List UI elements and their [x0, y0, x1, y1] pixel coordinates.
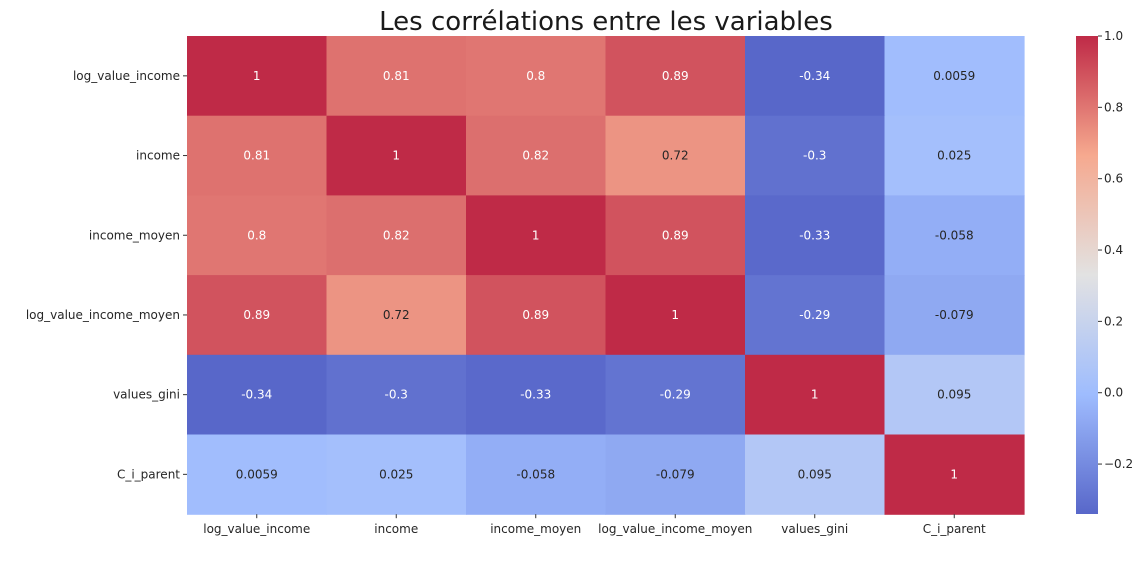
heatmap-cell: [187, 36, 328, 117]
cell-value-label: -0.058: [516, 467, 555, 481]
column-label: income: [374, 522, 418, 536]
heatmap-cell: [605, 36, 746, 117]
cell-value-label: -0.3: [385, 388, 408, 402]
heatmap-cell: [187, 195, 328, 276]
heatmap-cell: [745, 354, 886, 436]
heatmap-cell: [884, 275, 1025, 356]
cell-value-label: -0.3: [803, 149, 826, 163]
row-label: log_value_income: [73, 69, 180, 83]
colorbar-gradient: [1076, 36, 1098, 514]
cell-value-label: 0.81: [383, 69, 410, 83]
cell-value-label: 0.89: [662, 228, 689, 242]
colorbar-tick-label: 1.0: [1104, 29, 1123, 43]
cell-value-label: -0.058: [935, 228, 974, 242]
cell-value-label: 1: [950, 467, 958, 481]
heatmap-cell: [884, 434, 1025, 515]
cell-value-label: 0.89: [662, 69, 689, 83]
heatmap-cell: [884, 115, 1025, 196]
cell-value-label: 1: [671, 308, 679, 322]
cell-value-label: 1: [811, 388, 819, 402]
cell-value-label: 0.8: [247, 228, 266, 242]
colorbar-tick-label: 0.4: [1104, 243, 1123, 257]
column-label: values_gini: [781, 522, 848, 536]
heatmap-cell: [466, 275, 607, 356]
cell-value-label: 0.0059: [236, 467, 278, 481]
heatmap-cell: [745, 195, 886, 276]
cell-value-label: -0.33: [799, 228, 830, 242]
colorbar-tick-label: −0.2: [1104, 457, 1133, 471]
colorbar: −0.2 0.0 0.2 0.4 0.6 0.8 1.0: [1076, 29, 1133, 514]
heatmap-cell: [884, 195, 1025, 276]
cell-value-label: 0.095: [798, 467, 832, 481]
heatmap-cell: [745, 275, 886, 356]
colorbar-tick-label: 0.0: [1104, 386, 1123, 400]
colorbar-tick-label: 0.6: [1104, 172, 1123, 186]
cell-value-label: -0.34: [799, 69, 830, 83]
cell-value-label: -0.079: [935, 308, 974, 322]
cell-value-label: 0.72: [383, 308, 410, 322]
heatmap-cell: [466, 115, 607, 196]
heatmap-cell: [326, 434, 467, 515]
heatmap-cell: [745, 434, 886, 515]
heatmap-cell: [187, 354, 328, 436]
heatmap-cell: [745, 36, 886, 117]
cell-value-label: 0.89: [243, 308, 270, 322]
cell-value-label: 1: [253, 69, 261, 83]
row-label: C_i_parent: [117, 467, 180, 481]
cell-value-label: 0.89: [522, 308, 549, 322]
cell-value-label: 0.72: [662, 149, 689, 163]
heatmap-cell: [605, 434, 746, 515]
heatmap-cell: [326, 195, 467, 276]
heatmap-cell: [605, 275, 746, 356]
cell-value-label: 1: [532, 228, 540, 242]
column-labels: log_value_income income income_moyen log_va…: [203, 514, 986, 536]
cell-value-label: 0.095: [937, 388, 971, 402]
cell-value-label: -0.079: [656, 467, 695, 481]
row-label: values_gini: [113, 388, 180, 402]
column-label: log_value_income: [203, 522, 310, 536]
row-label: log_value_income_moyen: [26, 308, 180, 322]
cell-value-label: -0.33: [520, 388, 551, 402]
cell-value-label: -0.29: [799, 308, 830, 322]
chart-title: Les corrélations entre les variables: [379, 7, 833, 37]
heatmap-cell: [326, 354, 467, 436]
cell-value-label: -0.34: [241, 388, 272, 402]
cell-value-label: 0.82: [522, 149, 549, 163]
column-label: C_i_parent: [923, 522, 986, 536]
heatmap-cell: [326, 36, 467, 117]
heatmap-cell: [884, 36, 1025, 117]
column-label: income_moyen: [490, 522, 581, 536]
cell-value-label: 0.82: [383, 228, 410, 242]
heatmap-cell: [466, 434, 607, 515]
heatmap-cell: [187, 115, 328, 196]
cell-value-label: 0.025: [379, 467, 413, 481]
heatmap-cell: [745, 115, 886, 196]
column-label: log_value_income_moyen: [598, 522, 752, 536]
heatmap-cell: [466, 195, 607, 276]
cell-value-label: 0.8: [526, 69, 545, 83]
cell-value-label: 1: [392, 149, 400, 163]
heatmap-cell: [187, 275, 328, 356]
heatmap-cell: [605, 354, 746, 436]
heatmap-cell: [884, 354, 1025, 436]
heatmap-cell: [326, 115, 467, 196]
colorbar-tick-label: 0.2: [1104, 314, 1123, 328]
cell-value-label: 0.81: [243, 149, 270, 163]
heatmap-cell: [466, 36, 607, 117]
cell-value-label: 0.0059: [933, 69, 975, 83]
heatmap-cell: [326, 275, 467, 356]
heatmap-cell: [605, 195, 746, 276]
heatmap-cell: [187, 434, 328, 515]
colorbar-tick-label: 0.8: [1104, 100, 1123, 114]
row-label: income: [136, 149, 180, 163]
heatmap-cell: [466, 354, 607, 436]
cell-value-label: 0.025: [937, 149, 971, 163]
cell-value-label: -0.29: [660, 388, 691, 402]
row-label: income_moyen: [89, 228, 180, 242]
heatmap-cell: [605, 115, 746, 196]
